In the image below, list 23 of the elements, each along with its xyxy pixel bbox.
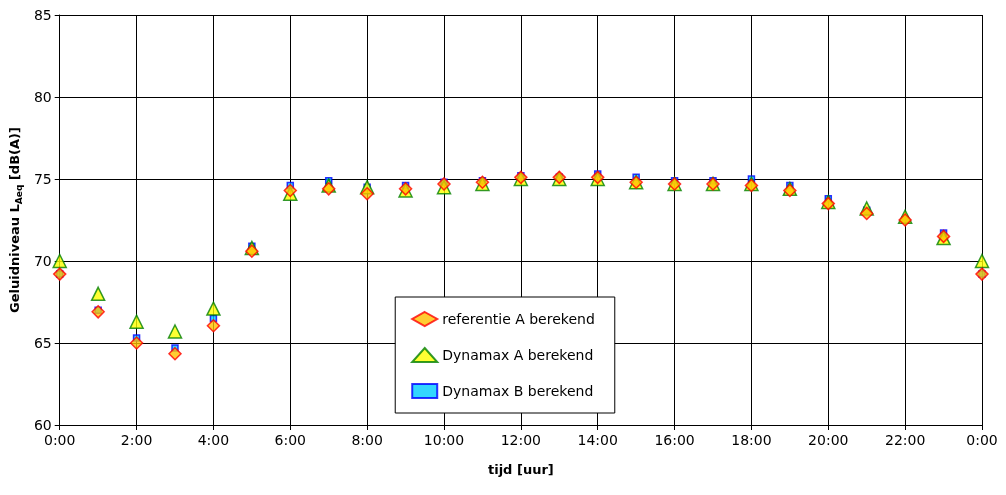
legend-label: Dynamax A berekend bbox=[442, 347, 594, 363]
x-tick-label: 4:00 bbox=[197, 432, 230, 448]
y-tick-label: 65 bbox=[33, 335, 52, 351]
x-tick-label: 10:00 bbox=[423, 432, 465, 448]
y-tick-label: 75 bbox=[33, 171, 52, 187]
x-tick-label: 0:00 bbox=[43, 432, 76, 448]
x-tick-label: 22:00 bbox=[884, 432, 926, 448]
y-tick-label: 60 bbox=[33, 417, 52, 433]
x-tick-label: 6:00 bbox=[274, 432, 307, 448]
y-tick-label: 70 bbox=[33, 253, 52, 269]
x-tick-label: 14:00 bbox=[577, 432, 618, 448]
x-tick-label: 2:00 bbox=[120, 432, 153, 448]
x-tick-label: 12:00 bbox=[500, 432, 542, 448]
x-axis-title: tijd [uur] bbox=[487, 462, 554, 477]
x-tick-label: 0:00 bbox=[966, 432, 998, 448]
y-tick-label: 85 bbox=[33, 7, 52, 23]
x-tick-label: 8:00 bbox=[351, 432, 383, 448]
x-tick-label: 20:00 bbox=[808, 432, 849, 448]
x-tick-label: 16:00 bbox=[654, 432, 695, 448]
y-tick-label: 80 bbox=[33, 89, 52, 105]
legend-label: Dynamax B berekend bbox=[442, 383, 594, 399]
legend-label: referentie A berekend bbox=[442, 311, 595, 327]
x-tick-label: 18:00 bbox=[731, 432, 772, 448]
